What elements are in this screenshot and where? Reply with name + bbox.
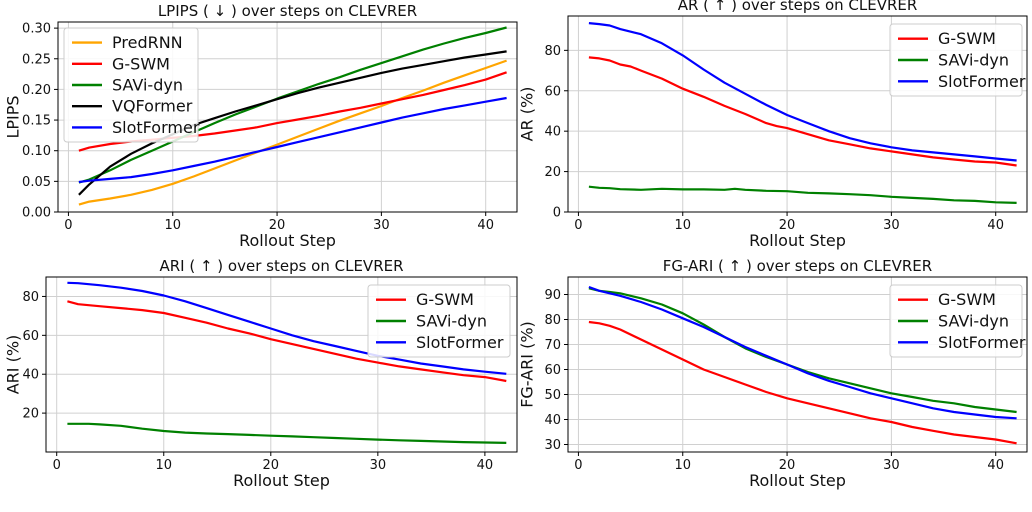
plot-frame — [567, 15, 1028, 213]
legend-box — [889, 23, 1023, 97]
chart-title: FG-ARI ( ↑ ) over steps on CLEVRER — [663, 257, 932, 275]
x-tick-label: 30 — [883, 218, 900, 233]
x-tick-label: 40 — [477, 458, 494, 473]
legend-label: SlotFormer — [938, 333, 1026, 352]
series-line-g-swm — [588, 320, 1017, 445]
x-tick-label: 10 — [674, 458, 691, 473]
legend-box — [63, 27, 199, 143]
x-tick-label: 30 — [370, 458, 387, 473]
series-line-vqformer — [78, 50, 507, 196]
x-axis-label: Rollout Step — [239, 231, 336, 250]
legend-label: G-SWM — [416, 290, 474, 309]
y-axis-label: ARI (%) — [4, 335, 23, 395]
y-tick-label: 20 — [22, 407, 39, 422]
y-tick-label: 60 — [22, 329, 39, 344]
legend-label: SlotFormer — [112, 118, 200, 137]
y-tick-label: 80 — [544, 313, 561, 328]
x-tick-label: 0 — [574, 218, 582, 233]
y-tick-label: 80 — [544, 44, 561, 59]
legend-label: SAVi-dyn — [938, 312, 1009, 331]
legend-label: SAVi-dyn — [416, 312, 487, 331]
legend-label: G-SWM — [112, 54, 170, 73]
legend-label: SlotFormer — [938, 72, 1026, 91]
x-tick-label: 20 — [269, 218, 286, 233]
series-line-slotformer — [588, 285, 1017, 420]
legend: G-SWM SAVi-dyn SlotFormer — [367, 284, 511, 358]
series-line-savi-dyn — [67, 422, 507, 444]
legend: PredRNN G-SWM SAVi-dyn VQFormer SlotFormer — [63, 27, 200, 143]
y-axis-label: FG-ARI (%) — [518, 321, 537, 408]
y-tick-label: 90 — [544, 288, 561, 303]
y-tick-label: 60 — [544, 363, 561, 378]
chart-title: ARI ( ↑ ) over steps on CLEVRER — [159, 257, 403, 275]
y-axis-label: LPIPS — [4, 95, 23, 138]
y-tick-label: 0.15 — [22, 114, 51, 129]
x-tick-label: 40 — [477, 218, 494, 233]
y-tick-label: 0.30 — [22, 22, 51, 37]
x-tick-label: 40 — [987, 458, 1004, 473]
legend-label: G-SWM — [938, 290, 996, 309]
plot-frame — [567, 276, 1028, 453]
plot-frame — [57, 21, 518, 213]
y-tick-label: 40 — [22, 368, 39, 383]
y-axis-label: AR (%) — [518, 87, 537, 142]
legend: G-SWM SAVi-dyn SlotFormer — [889, 23, 1026, 97]
x-tick-label: 20 — [779, 458, 796, 473]
y-tick-label: 0.25 — [22, 52, 51, 67]
y-tick-label: 60 — [544, 84, 561, 99]
x-tick-label: 10 — [155, 458, 172, 473]
legend-label: SAVi-dyn — [938, 51, 1009, 70]
series-line-slotformer — [588, 22, 1017, 162]
legend-label: PredRNN — [112, 33, 183, 52]
legend-box — [367, 284, 511, 358]
series-line-predrnn — [78, 59, 507, 206]
y-tick-label: 80 — [22, 290, 39, 305]
y-tick-label: 30 — [544, 438, 561, 453]
y-tick-label: 0.00 — [22, 206, 51, 221]
series-line-g-swm — [67, 300, 507, 383]
y-tick-label: 40 — [544, 413, 561, 428]
y-tick-label: 0.05 — [22, 175, 51, 190]
legend-label: SAVi-dyn — [112, 76, 183, 95]
x-tick-label: 20 — [263, 458, 280, 473]
y-tick-label: 70 — [544, 338, 561, 353]
chart-panel-3: 0 10 20 30 40 20 40 60 80 ARI ( ↑ ) over steps on… — [4, 257, 518, 490]
x-tick-label: 40 — [987, 218, 1004, 233]
x-tick-label: 20 — [779, 218, 796, 233]
y-tick-label: 0 — [553, 206, 561, 221]
x-tick-label: 10 — [674, 218, 691, 233]
x-tick-label: 10 — [164, 218, 181, 233]
plot-frame — [45, 276, 518, 453]
x-tick-label: 0 — [64, 218, 72, 233]
x-tick-label: 30 — [373, 218, 390, 233]
y-tick-label: 40 — [544, 125, 561, 140]
y-tick-label: 0.20 — [22, 83, 51, 98]
x-axis-label: Rollout Step — [233, 471, 330, 490]
chart-title: AR ( ↑ ) over steps on CLEVRER — [678, 0, 918, 14]
y-tick-label: 0.10 — [22, 144, 51, 159]
legend: G-SWM SAVi-dyn SlotFormer — [889, 284, 1026, 358]
legend-label: G-SWM — [938, 29, 996, 48]
chart-panel-1: 0 10 20 30 40 0.00 0.05 0.10 0.15 0.20 0.25 0.30 LPI… — [4, 2, 518, 250]
x-tick-label: 0 — [53, 458, 61, 473]
y-tick-label: 20 — [544, 165, 561, 180]
legend-label: VQFormer — [112, 97, 193, 116]
y-tick-label: 50 — [544, 388, 561, 403]
chart-title: LPIPS ( ↓ ) over steps on CLEVRER — [158, 2, 417, 20]
series-line-slotformer — [67, 281, 507, 375]
series-line-g-swm — [588, 56, 1017, 167]
x-axis-label: Rollout Step — [749, 231, 846, 250]
series-line-slotformer — [78, 96, 507, 184]
chart-panel-4: 0 10 20 30 40 30 40 50 60 70 80 90 FG-ARI ( ↑ ) over… — [518, 257, 1028, 490]
x-tick-label: 30 — [883, 458, 900, 473]
series-line-savi-dyn — [78, 26, 507, 184]
legend-label: SlotFormer — [416, 333, 504, 352]
series-line-savi-dyn — [588, 185, 1017, 204]
chart-panel-2: 0 10 20 30 40 0 20 40 60 80 AR ( ↑ ) over steps on… — [518, 0, 1028, 250]
x-axis-label: Rollout Step — [749, 471, 846, 490]
x-tick-label: 0 — [574, 458, 582, 473]
legend-box — [889, 284, 1023, 358]
